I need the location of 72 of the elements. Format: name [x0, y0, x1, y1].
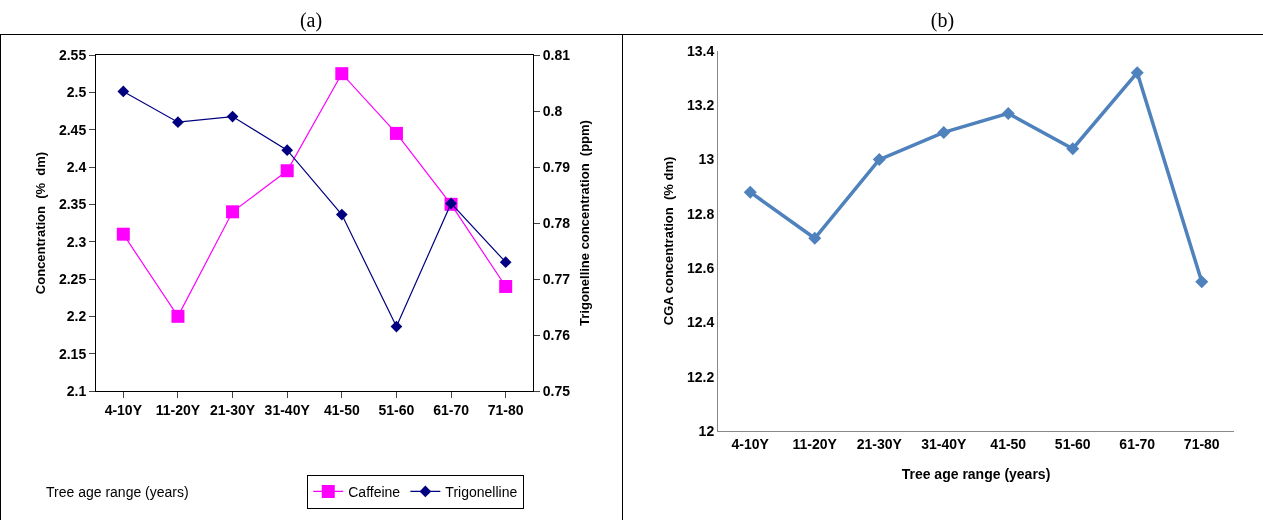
legend-label: Trigonelline	[445, 483, 518, 500]
legend-label: Caffeine	[348, 483, 401, 500]
chart-title: (b)	[929, 8, 956, 34]
point	[280, 164, 294, 178]
y-tick-label: 2.15	[58, 345, 87, 362]
y-tick-label: 13.2	[686, 97, 715, 114]
point	[226, 205, 240, 219]
y2-tick-label: 0.79	[542, 158, 571, 175]
y2-tick-label: 0.78	[542, 214, 571, 231]
y2-axis-title: Trigonelline concentration (ppm)	[576, 120, 592, 326]
x-tick-label: 51-60	[378, 401, 415, 418]
y-tick-label: 13.4	[686, 42, 715, 59]
point	[335, 208, 348, 221]
y-tick-label: 2.2	[66, 308, 87, 325]
y-tick-label: 2.35	[58, 196, 87, 213]
y-tick-label: 12.8	[686, 205, 715, 222]
y-tick-label: 2.1	[66, 382, 87, 399]
point	[281, 144, 294, 157]
point	[1066, 142, 1080, 156]
point	[172, 116, 184, 129]
y-tick-label: 2.55	[58, 46, 87, 63]
x-tick-label: 41-50	[990, 435, 1027, 452]
x-tick-label: 4-10Y	[104, 401, 143, 418]
y-tick-label: 13	[698, 151, 715, 168]
y2-tick-label: 0.75	[542, 382, 571, 399]
x-tick-label: 71-80	[487, 401, 524, 418]
x-tick-label: 41-50	[323, 401, 360, 418]
point	[389, 126, 403, 140]
x-tick-label: 31-40Y	[921, 435, 967, 452]
point	[1130, 66, 1144, 80]
point	[171, 309, 185, 323]
y2-tick-label: 0.8	[542, 102, 563, 119]
y-axis-title: Concentration (% dm)	[32, 151, 48, 295]
x-tick-label: 61-70	[433, 401, 470, 418]
y-axis-title: CGA concentration (% dm)	[660, 156, 676, 326]
x-tick-label: 11-20Y	[792, 435, 838, 452]
y2-tick-label: 0.81	[542, 46, 571, 63]
y-tick-label: 2.3	[66, 233, 87, 250]
point	[937, 125, 951, 139]
chart-title: (a)	[298, 8, 324, 34]
point	[872, 153, 886, 167]
x-axis-title: Tree age range (years)	[901, 466, 1051, 483]
x-tick-label: 21-30Y	[856, 435, 903, 452]
x-tick-label: 71-80	[1183, 435, 1220, 452]
y-tick-label: 2.45	[58, 121, 87, 138]
y-tick-label: 2.5	[66, 84, 87, 101]
point	[117, 85, 130, 98]
x-axis-title: Tree age range (years)	[46, 484, 189, 500]
y-tick-label: 12.2	[686, 368, 715, 385]
point	[499, 256, 512, 269]
point	[390, 320, 403, 333]
y-tick-label: 12	[698, 422, 715, 439]
x-tick-label: 11-20Y	[155, 401, 201, 418]
point	[743, 185, 757, 199]
point	[335, 67, 349, 81]
y2-tick-label: 0.76	[542, 326, 571, 343]
x-tick-label: 31-40Y	[264, 401, 311, 418]
point	[1001, 106, 1015, 120]
point	[499, 279, 513, 293]
point	[808, 231, 822, 245]
x-tick-label: 21-30Y	[209, 401, 256, 418]
y-tick-label: 12.6	[686, 260, 715, 277]
point	[116, 227, 130, 241]
x-tick-label: 61-70	[1119, 435, 1156, 452]
y-tick-label: 2.4	[66, 158, 87, 175]
x-tick-label: 51-60	[1054, 435, 1091, 452]
point	[226, 110, 239, 123]
point	[1195, 275, 1209, 289]
y-tick-label: 2.25	[58, 270, 87, 287]
y-tick-label: 12.4	[686, 314, 715, 331]
x-tick-label: 4-10Y	[731, 435, 770, 452]
y2-tick-label: 0.77	[542, 270, 571, 287]
